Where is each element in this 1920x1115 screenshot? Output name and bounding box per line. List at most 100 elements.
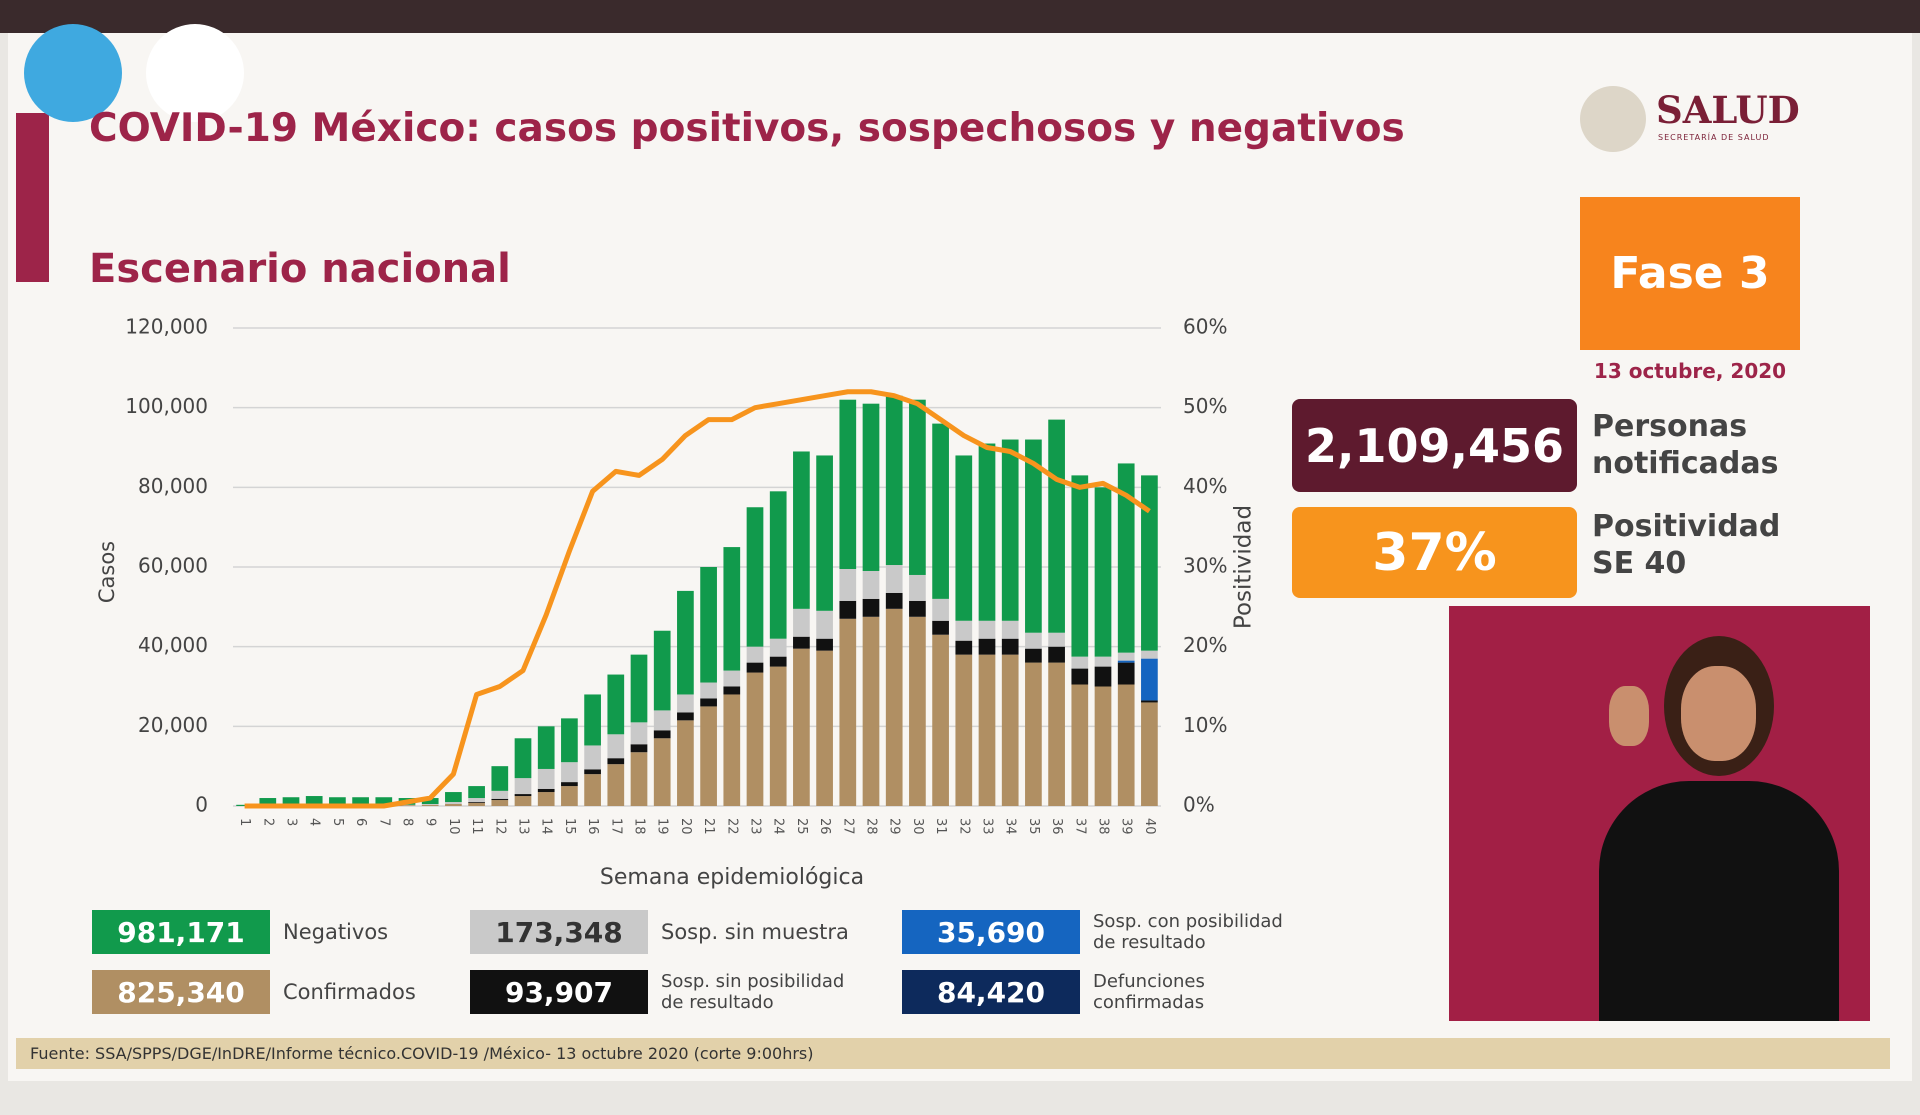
y2-tick-label: 50%	[1183, 394, 1227, 418]
bar-segment	[329, 797, 346, 805]
phase: Fase 3	[1580, 197, 1800, 350]
bar-segment	[1071, 475, 1089, 657]
bar-segment	[1025, 648, 1042, 663]
bar-segment	[1141, 650, 1158, 659]
bar-segment	[282, 797, 300, 805]
bar-segment	[932, 423, 949, 599]
bar-segment	[607, 674, 625, 735]
x-tick-label: 10	[446, 818, 461, 835]
bar-segment	[769, 666, 787, 806]
x-tick-label: 33	[980, 818, 995, 835]
logo: SALUD	[1656, 88, 1800, 132]
bar-segment	[352, 797, 369, 805]
y2-tick-label: 60%	[1183, 315, 1227, 339]
title: COVID-19 México: casos positivos, sospec…	[89, 106, 1405, 151]
bar-segment	[816, 638, 833, 651]
legend: 825,340 Confirmados 93,907 Sosp. sin posibi…	[92, 910, 1492, 1020]
bar-segment	[537, 768, 555, 789]
bar-segment	[607, 764, 625, 806]
bar-segment	[1117, 652, 1135, 661]
bar-segment	[955, 620, 973, 641]
bar-segment	[723, 694, 741, 806]
x-tick-label: 15	[562, 818, 577, 835]
bar-segment	[468, 798, 485, 803]
bar-segment	[561, 718, 578, 763]
legend-value: 93,907	[470, 970, 648, 1014]
bar-segment	[445, 792, 462, 803]
bar-segment	[537, 788, 555, 793]
y2-axis-title: Positividad	[1231, 505, 1257, 629]
bar-segment	[259, 798, 277, 805]
bar-segment	[1094, 656, 1112, 667]
bar-segment	[561, 782, 578, 787]
bar-segment	[445, 802, 462, 805]
x-tick-label: 11	[469, 818, 484, 835]
bar-segment	[909, 574, 926, 601]
y-tick-label: 40,000	[138, 633, 208, 657]
x-tick-label: 1	[237, 818, 252, 826]
bar-segment	[561, 786, 578, 806]
bar-segment	[885, 395, 903, 566]
bar-segment	[700, 698, 717, 707]
bar-segment	[677, 720, 694, 806]
bar-segment	[746, 672, 764, 806]
bar-segment	[1025, 439, 1042, 633]
x-tick-label: 8	[400, 818, 415, 826]
x-tick-label: 3	[284, 818, 299, 826]
x-tick-label: 36	[1049, 818, 1064, 835]
x-tick-label: 13	[516, 818, 531, 835]
x-tick-label: 9	[423, 818, 438, 826]
x-tick-label: 40	[1142, 818, 1157, 835]
bar-segment	[677, 712, 694, 721]
x-tick-label: 18	[632, 818, 647, 835]
bar-segment	[1094, 666, 1112, 687]
bar-segment	[816, 455, 833, 611]
positivity-line	[244, 389, 1151, 809]
bar-segment	[677, 590, 694, 695]
x-tick-label: 29	[887, 818, 902, 835]
periscope-icon[interactable]	[24, 24, 122, 122]
legend-label: Sosp. con posibilidad de resultado	[1093, 911, 1283, 953]
x-tick-label: 24	[771, 818, 786, 835]
bar-segment	[746, 646, 764, 663]
legend-value: 35,690	[902, 910, 1080, 954]
y2-tick-label: 10%	[1183, 713, 1227, 737]
bar-segment	[561, 762, 578, 783]
bar-segment	[421, 804, 439, 805]
y2-tick-label: 20%	[1183, 633, 1227, 657]
legend-value: 173,348	[470, 910, 648, 954]
bar-segment	[700, 682, 717, 699]
bar-segment	[1141, 475, 1158, 651]
bar-segment	[1141, 658, 1158, 701]
bar-segment	[514, 778, 532, 795]
y-axis-title: Casos	[95, 541, 119, 603]
bar-segment	[630, 722, 648, 745]
bar-segment	[653, 710, 671, 731]
bar-segment	[630, 744, 648, 753]
bar-segment	[909, 616, 926, 806]
accent-bar	[16, 113, 49, 282]
bar-segment	[491, 790, 509, 799]
x-tick-label: 28	[864, 818, 879, 835]
bar-segment	[1001, 654, 1019, 806]
bar-segment	[421, 798, 439, 805]
bar-segment	[885, 592, 903, 609]
bar-segment	[769, 491, 787, 639]
bar-segment	[746, 662, 764, 673]
bar-segment	[955, 640, 973, 655]
bar-segment	[816, 610, 833, 639]
deaths-value: 84,420	[902, 970, 1080, 1014]
x-axis-title: Semana epidemiológica	[600, 865, 864, 890]
bar-segment	[700, 567, 717, 683]
search-icon[interactable]	[146, 24, 244, 122]
stat-value: 37%	[1292, 507, 1577, 598]
x-tick-label: 20	[678, 818, 693, 835]
x-tick-label: 4	[307, 818, 322, 826]
bar-segment	[514, 796, 532, 806]
bar-segment	[723, 686, 741, 695]
x-tick-label: 37	[1072, 818, 1087, 835]
y-tick-label: 0	[195, 793, 208, 817]
x-tick-label: 12	[492, 818, 507, 835]
bar-segment	[932, 620, 949, 635]
